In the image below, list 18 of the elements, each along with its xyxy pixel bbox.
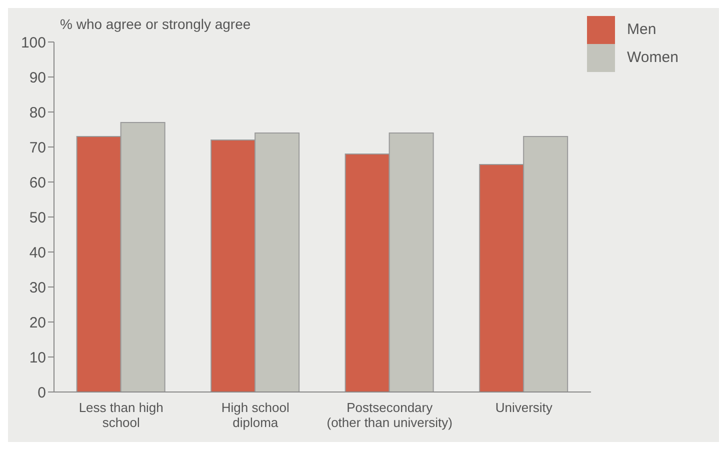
y-tick-label: 90 <box>29 69 46 86</box>
x-tick-label: Postsecondary (other than university) <box>326 400 452 430</box>
legend-label: Men <box>627 20 656 38</box>
x-tick-label: High school diploma <box>221 400 290 430</box>
y-tick-label: 40 <box>29 244 46 262</box>
y-tick-label: 80 <box>29 104 46 122</box>
y-tick-label: 0 <box>38 384 46 402</box>
y-tick-label: 70 <box>29 139 46 156</box>
y-tick-label: 30 <box>29 279 46 296</box>
y-tick-label: 60 <box>29 174 46 192</box>
y-axis-title: % who agree or strongly agree <box>60 16 251 32</box>
legend-label: Women <box>627 48 678 66</box>
y-tick-label: 50 <box>29 209 46 226</box>
x-tick-label: Less than high school <box>78 400 164 430</box>
y-tick-label: 10 <box>29 349 46 366</box>
x-tick-label: University <box>495 400 553 415</box>
y-tick-label: 20 <box>29 314 46 332</box>
y-tick-label: 100 <box>20 34 46 52</box>
